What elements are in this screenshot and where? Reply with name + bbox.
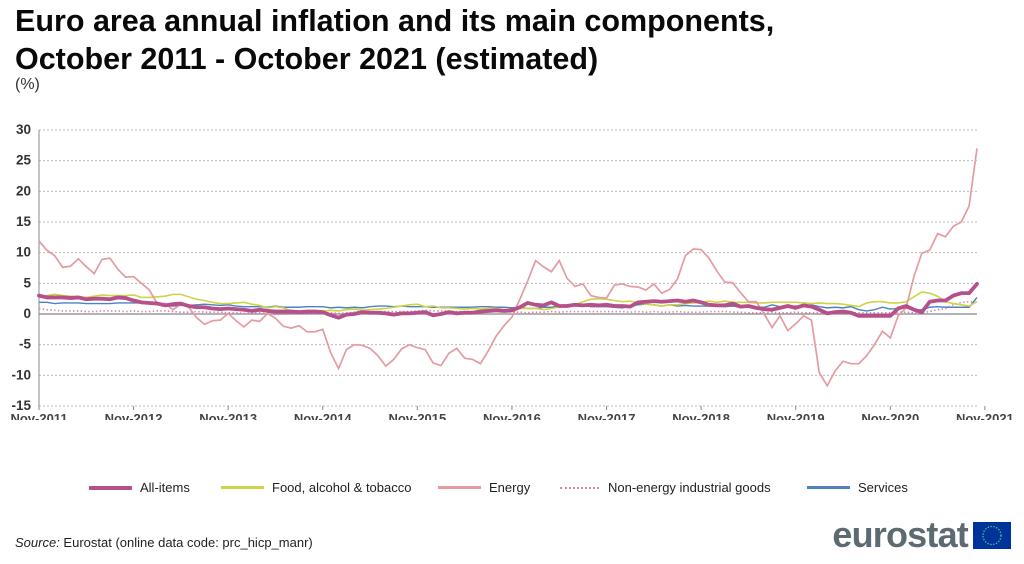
svg-text:-10: -10	[11, 367, 31, 382]
svg-text:5: 5	[23, 275, 31, 290]
svg-text:Nov-2017: Nov-2017	[578, 411, 636, 420]
svg-text:Nov-2020: Nov-2020	[861, 411, 919, 420]
svg-text:Nov-2011: Nov-2011	[10, 411, 67, 420]
svg-text:Nov-2012: Nov-2012	[105, 411, 163, 420]
svg-text:15: 15	[16, 214, 32, 229]
svg-text:Nov-2021: Nov-2021	[956, 411, 1014, 420]
svg-text:Nov-2013: Nov-2013	[199, 411, 257, 420]
svg-text:Nov-2019: Nov-2019	[767, 411, 825, 420]
svg-text:10: 10	[16, 245, 31, 260]
svg-text:-5: -5	[19, 337, 31, 352]
svg-text:0: 0	[23, 306, 31, 321]
svg-text:Nov-2016: Nov-2016	[483, 411, 541, 420]
svg-text:Nov-2014: Nov-2014	[294, 411, 353, 420]
svg-text:Nov-2018: Nov-2018	[672, 411, 730, 420]
svg-text:20: 20	[16, 183, 31, 198]
svg-text:25: 25	[16, 153, 32, 168]
svg-text:30: 30	[16, 122, 31, 137]
svg-text:Nov-2015: Nov-2015	[388, 411, 446, 420]
